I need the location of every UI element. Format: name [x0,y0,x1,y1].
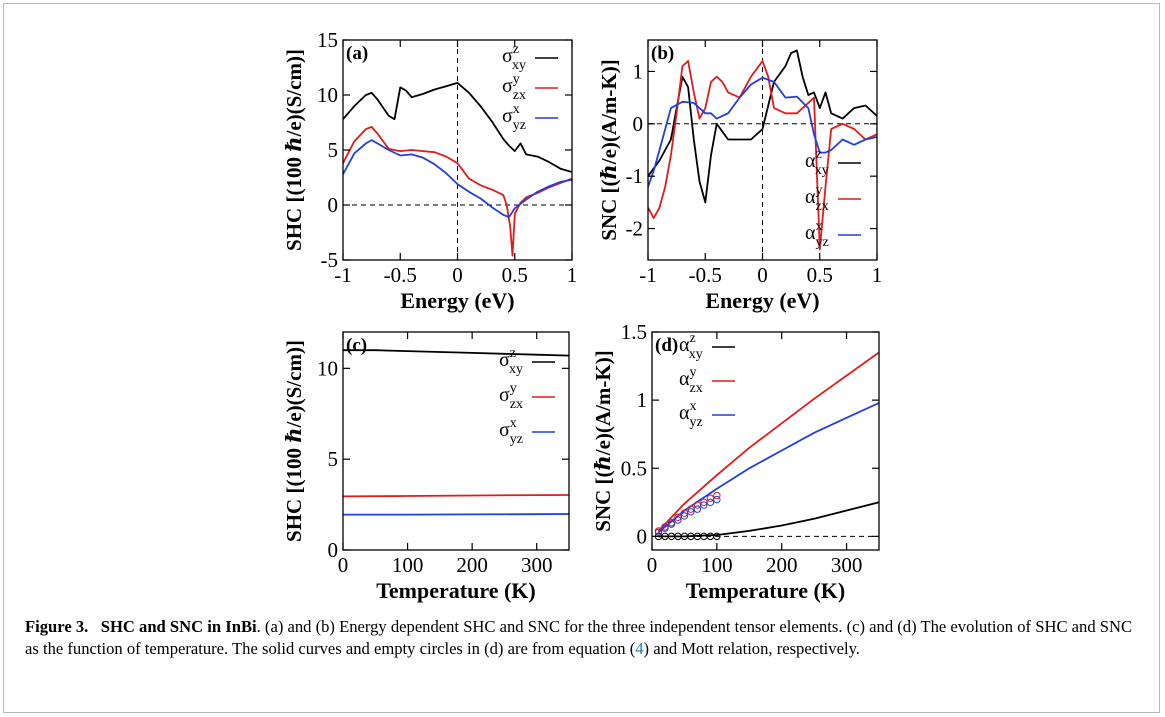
panel-a-ytick-label-2: 5 [328,138,339,162]
panel-a-ytick-label-1: 0 [328,193,339,217]
panel-d-xtick-label-2: 200 [766,553,798,577]
caption-label: Figure 3. [25,617,89,636]
panel-c: 0 100 200 300 0 5 10 Temperature (K) SHC [(100 ℏ… [282,331,570,603]
panel-c-legend-label-0: σz xy [499,346,523,377]
panel-b-legend-label-1: αy zx [805,183,829,214]
panel-c-ytick-label-0: 0 [328,538,339,562]
panel-b-xtick-label-0: -1 [639,263,657,287]
panel-a-legend-label-1: σy zx [502,72,526,103]
panel-c-frame [342,331,570,551]
panel-a-ytick-label-3: 10 [317,83,338,107]
panel-b-series-xy [648,49,877,204]
panel-a-xtick-label-3: 0.5 [502,263,528,287]
panel-d-legend-label-0: αz xy [679,331,703,362]
panel-c-ylabel: SHC [(100 ℏ/e)(S/cm)] [282,340,306,542]
panel-a-ytick-label-0: -5 [321,248,339,272]
panel-d-marker-yz-4 [680,512,689,520]
panel-d-marker-yz-3 [674,516,682,524]
panel-a-series-yz [343,139,572,218]
panel-a-xtick-label-0: -1 [334,263,352,287]
panel-c-xtick-label-3: 300 [521,553,553,577]
panel-a-xtick-label-1: -0.5 [384,263,417,287]
panel-c-xlabel: Temperature (K) [376,578,535,603]
panel-d-legend-label-1: αy zx [679,365,703,396]
panel-a-legend-label-2: σx yz [502,102,526,133]
panel-d-legend-label-2: αx yz [679,399,703,430]
panel-b-xtick-label-3: 0.5 [807,263,833,287]
panel-c-ytick-label-2: 10 [317,356,338,380]
panel-c-xtick-label-0: 0 [338,553,349,577]
panel-b-xtick-label-1: -0.5 [689,263,722,287]
panel-c-ytick-label-1: 5 [328,447,339,471]
panel-b-legend-label-2: αx yz [805,219,829,250]
panel-d-label: (d) [655,335,678,356]
panel-d-marker-yz-1 [661,524,669,532]
panel-b: -1 -0.5 0 0.5 1 -2 -1 0 1 Energy (eV) SNC [(ℏ/e)(A… [597,39,883,313]
panel-a-series-xy [343,82,572,173]
panel-d-ytick-label-3: 1.5 [621,320,647,344]
panel-a-xtick-label-2: 0 [452,263,463,287]
figure-frame [3,3,1160,713]
panel-b-series-yz [648,76,877,188]
panel-d-marker-yz-8 [706,498,715,507]
panel-b-ylabel: SNC [(ℏ/e)(A/m-K)] [597,59,621,240]
caption-text-2: ) and Mott relation, respectively. [643,639,860,658]
panel-d-marker-yz-6 [693,505,702,513]
panel-c-legend-label-1: σy zx [499,381,523,412]
panel-d-marker-yz-0 [654,528,663,536]
panel-d-series-xy [658,501,879,538]
panel-a: -1 -0.5 0 0.5 1 -5 0 5 10 15 Energy (eV) SHC [(100 … [282,28,577,313]
panel-b-ytick-label-0: -2 [626,217,644,241]
panel-b-ytick-label-2: 0 [633,112,644,136]
panel-d-series-zx [657,351,879,532]
panel-d-ylabel: SNC [(ℏ/e)(A/m-K)] [591,350,615,531]
panel-d-marker-yz-5 [687,508,695,516]
panel-b-xtick-label-2: 0 [757,263,768,287]
panel-d-marker-zx-9 [713,491,721,500]
panel-a-xlabel: Energy (eV) [400,288,514,313]
panel-c-xtick-label-2: 200 [456,553,488,577]
panel-c-series-yz [343,513,569,516]
panel-c-series-zx [343,494,569,498]
panel-d-frame [651,331,880,551]
panel-c-legend-label-2: σx yz [499,416,523,447]
panel-a-legend-label-0: σz xy [502,42,526,73]
panel-d-marker-yz-7 [700,501,708,509]
panel-c-label: (c) [346,335,367,356]
panel-c-xtick-label-1: 100 [392,553,424,577]
panel-a-series-zx [343,126,572,257]
panel-d-marker-yz-2 [667,520,676,528]
panel-d-ytick-label-1: 0.5 [621,456,647,480]
panel-b-label: (b) [651,43,674,64]
figure-caption: Figure 3. SHC and SNC in InBi. (a) and (… [25,616,1140,660]
panel-a-xtick-label-4: 1 [567,263,578,287]
panel-d-ytick-label-2: 1 [637,388,648,412]
panel-c-series-xy [343,349,569,357]
caption-equation-ref[interactable]: 4 [635,639,644,658]
panel-b-legend-label-0: αz xy [805,147,829,178]
panel-b-ytick-label-3: 1 [633,59,644,83]
panel-d-marker-yz-9 [713,495,721,504]
caption-title: SHC and SNC in InBi [100,617,257,636]
panel-d-ytick-label-0: 0 [637,524,648,548]
panel-d-marker-xy-9 [713,532,721,541]
panel-a-label: (a) [346,43,368,64]
panel-d-xtick-label-1: 100 [701,553,733,577]
panel-d-xlabel: Temperature (K) [686,578,845,603]
panel-b-xtick-label-4: 1 [872,263,883,287]
panel-a-ytick-label-4: 15 [317,28,338,52]
caption-text-1: . (a) and (b) Energy dependent SHC and S… [25,617,1133,658]
panel-d-xtick-label-0: 0 [647,553,658,577]
panel-d-xtick-label-3: 300 [831,553,863,577]
panel-b-xlabel: Energy (eV) [705,288,819,313]
panel-b-ytick-label-1: -1 [626,164,644,188]
panel-d-series-yz [657,402,879,533]
panel-d: 0 100 200 300 0 0.5 1 1.5 Temperature (K) SNC [(ℏ… [591,320,880,603]
panel-a-ylabel: SHC [(100 ℏ/e)(S/cm)] [282,49,306,251]
